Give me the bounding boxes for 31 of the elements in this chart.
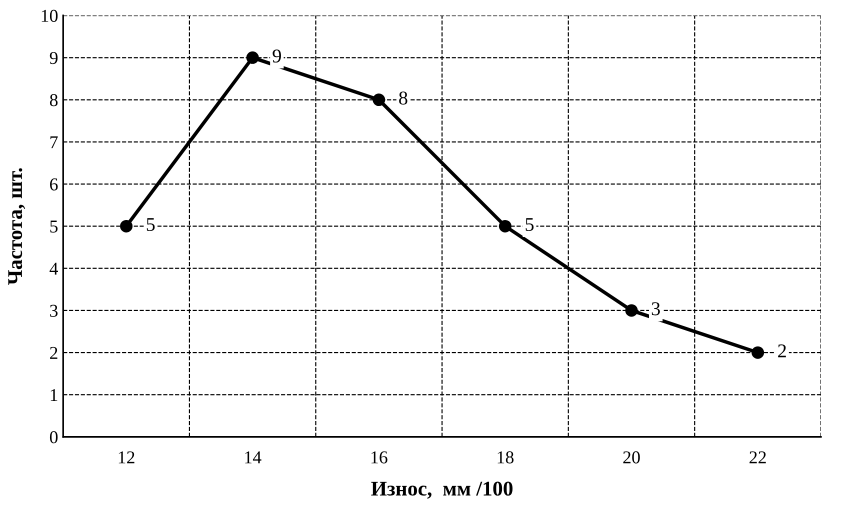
y-tick-label: 2	[50, 346, 58, 359]
point	[372, 94, 386, 106]
x-tick-label: 22	[750, 451, 766, 464]
y-axis-title: Частота, шт.	[8, 168, 26, 285]
x-tick-label: 14	[245, 451, 262, 464]
data-label: 2	[778, 344, 786, 358]
y-tick-label: 9	[50, 52, 58, 64]
point	[120, 220, 133, 232]
point	[625, 304, 638, 317]
y-tick-label: 4	[50, 262, 58, 275]
x-tick-label: 16	[371, 451, 388, 464]
point	[498, 220, 512, 232]
x-tick-label: 18	[498, 451, 514, 464]
data-label: 5	[526, 218, 534, 232]
data-label: 8	[399, 92, 408, 105]
x-tick-label: 20	[623, 451, 640, 464]
y-tick-label: 1	[50, 389, 58, 401]
data-label: 3	[652, 302, 660, 316]
y-tick-label: 7	[50, 136, 58, 148]
y-tick-label: 10	[42, 10, 58, 22]
point	[246, 51, 259, 64]
y-tick-label: 6	[50, 178, 58, 190]
data-label: 5	[146, 218, 155, 232]
x-tick-label: 12	[118, 451, 134, 464]
y-tick-label: 3	[50, 304, 58, 317]
y-tick-label: 8	[50, 94, 58, 106]
x-axis-title: Износ, мм /100	[371, 482, 513, 499]
y-tick-label: 0	[50, 431, 58, 444]
y-tick-label: 5	[50, 220, 58, 233]
point	[752, 346, 764, 359]
data-label: 9	[272, 49, 281, 63]
